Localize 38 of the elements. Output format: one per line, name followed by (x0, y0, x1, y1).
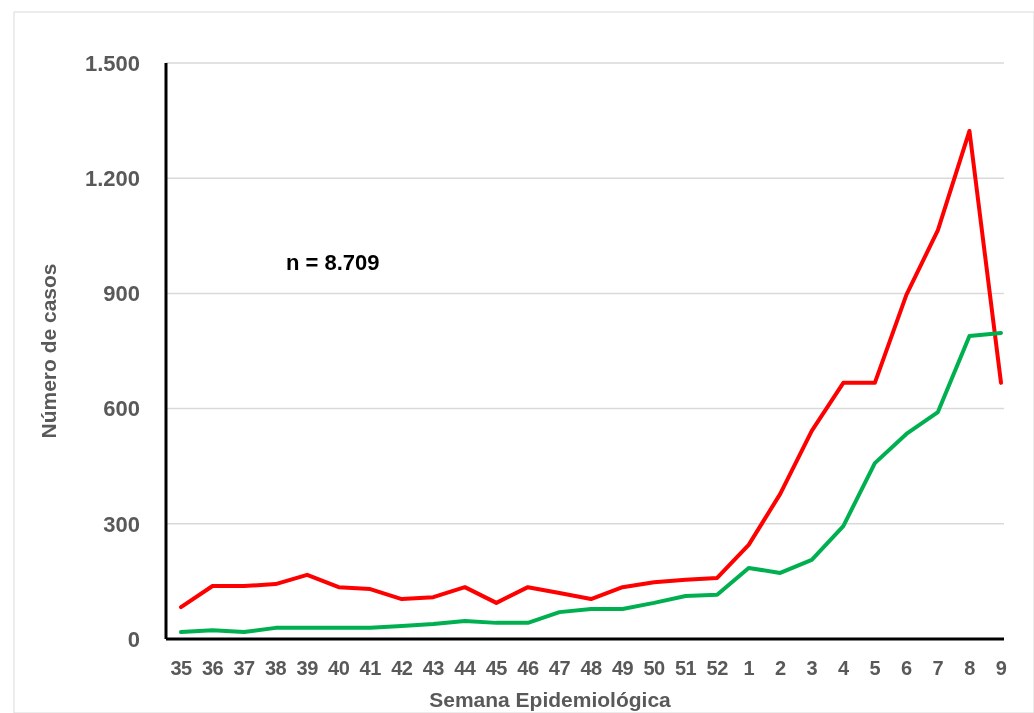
line-series (179, 330, 1003, 635)
x-tick-label: 41 (359, 657, 382, 679)
x-tick-label: 9 (995, 657, 1007, 679)
x-tick-label: 43 (422, 657, 445, 679)
x-tick-label: 35 (170, 657, 192, 679)
x-tick-label: 46 (517, 657, 539, 679)
y-tick-label: 600 (103, 396, 140, 422)
x-tick-label: 39 (296, 657, 319, 679)
x-tick-label: 47 (548, 657, 571, 679)
x-tick-label: 51 (674, 657, 697, 679)
x-tick-label: 4 (838, 657, 850, 679)
x-tick-label: 40 (328, 657, 350, 679)
x-tick-label: 1 (743, 657, 755, 679)
x-tick-label: 37 (233, 657, 256, 679)
x-tick-label: 6 (901, 657, 913, 679)
x-axis-title: Semana Epidemiológica (429, 688, 672, 711)
y-tick-label: 900 (103, 281, 140, 307)
x-tick-label: 8 (964, 657, 976, 679)
x-tick-label: 49 (611, 657, 634, 679)
x-tick-label: 42 (391, 657, 413, 679)
annotation: n = 8.709 (286, 250, 380, 275)
y-tick-label: 300 (103, 511, 140, 537)
y-axis-title: Número de casos (37, 263, 60, 439)
x-tick-label: 3 (806, 657, 818, 679)
x-tick-label: 44 (454, 657, 477, 679)
x-tick-label: 36 (201, 657, 224, 679)
x-tick-label: 45 (485, 657, 508, 679)
line-series (179, 128, 1003, 610)
y-tick-label: 1.500 (84, 50, 140, 76)
x-tick-label: 7 (932, 657, 944, 679)
y-tick-label: 0 (127, 626, 140, 652)
x-tick-label: 52 (706, 657, 729, 679)
x-tick-label: 50 (643, 657, 666, 679)
y-tick-label: 1.200 (84, 165, 140, 191)
x-tick-label: 5 (869, 657, 881, 679)
x-tick-label: 2 (774, 657, 786, 679)
x-tick-label: 48 (580, 657, 602, 679)
x-tick-label: 38 (264, 657, 287, 679)
